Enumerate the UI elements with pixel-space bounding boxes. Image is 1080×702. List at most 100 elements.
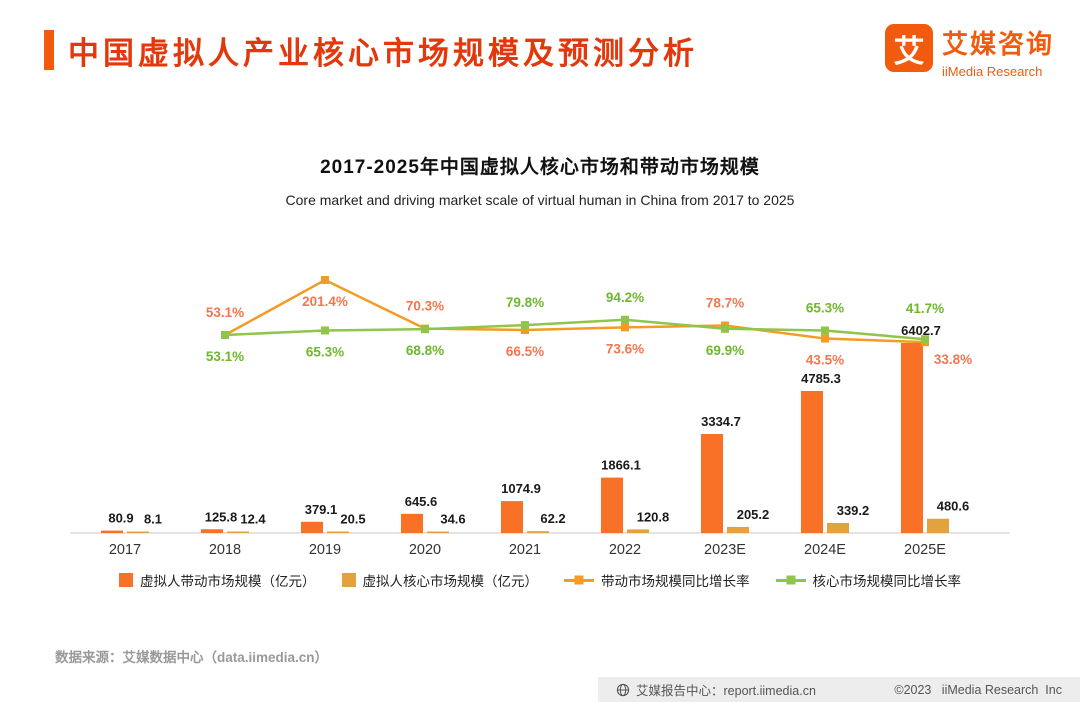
legend-item-driving-bar: 虚拟人带动市场规模（亿元） (119, 570, 316, 590)
growth-rate-label: 70.3% (406, 299, 444, 314)
x-axis-label: 2025E (904, 542, 946, 558)
line-marker (421, 325, 429, 334)
bar-value-label: 6402.7 (901, 323, 941, 338)
growth-rate-label: 69.9% (706, 343, 744, 358)
bar-value-label: 20.5 (340, 512, 365, 527)
growth-rate-label: 65.3% (806, 300, 844, 315)
x-axis-label: 2020 (409, 542, 441, 558)
bar-value-label: 62.2 (540, 511, 565, 526)
driving-market-bar (501, 501, 523, 533)
line-marker (321, 275, 329, 284)
bar-value-label: 1074.9 (501, 481, 541, 496)
chart-legend: 虚拟人带动市场规模（亿元） 虚拟人核心市场规模（亿元） 带动市场规模同比增长率 … (0, 570, 1080, 590)
driving-bar-swatch (119, 573, 133, 587)
bar-value-label: 34.6 (440, 512, 465, 527)
globe-icon (616, 683, 630, 696)
core-market-bar (327, 531, 349, 533)
line-marker (521, 321, 529, 330)
bar-value-label: 12.4 (240, 512, 266, 527)
core-market-bar (227, 531, 249, 533)
driving-growth-line (224, 278, 926, 344)
core-market-bar (827, 522, 849, 533)
driving-growth-swatch (564, 575, 594, 585)
data-source-note: 数据来源：艾媒数据中心（data.iimedia.cn） (55, 650, 329, 665)
core-growth-line (224, 318, 926, 341)
bar-value-label: 480.6 (937, 499, 970, 514)
x-axis-label: 2024E (804, 542, 846, 558)
logo-name: 艾媒咨询 (941, 29, 1054, 59)
legend-item-core-growth: 核心市场规模同比增长率 (775, 570, 962, 590)
legend-item-core-bar: 虚拟人核心市场规模（亿元） (341, 570, 539, 590)
growth-rate-label: 43.5% (806, 353, 844, 368)
x-axis-label: 2017 (109, 542, 141, 558)
chart-canvas: 80.9 125.8 379.1 645.6 1074.9 1866.1 3334.7 478… (70, 275, 1010, 558)
core-market-bar (527, 531, 549, 533)
bar-value-label: 645.6 (405, 494, 438, 509)
market-scale-chart: 80.9 125.8 379.1 645.6 1074.9 1866.1 3334.7 478… (40, 228, 1040, 568)
line-marker (921, 335, 929, 344)
legend-item-driving-growth: 带动市场规模同比增长率 (564, 570, 750, 590)
line-marker (821, 326, 829, 335)
driving-market-bar (301, 521, 323, 533)
line-marker (821, 334, 829, 343)
x-axis-label: 2023E (704, 542, 746, 558)
title-accent-bar (44, 30, 54, 70)
growth-rate-label: 66.5% (506, 344, 544, 359)
page-title: 中国虚拟人产业核心市场规模及预测分析 (68, 36, 698, 71)
chart-title: 2017-2025年中国虚拟人核心市场和带动市场规模 (320, 157, 760, 178)
line-marker (621, 315, 629, 324)
growth-rate-label: 201.4% (302, 294, 348, 309)
line-marker (221, 330, 229, 339)
iimedia-logo-icon: 艾 (884, 24, 933, 72)
legend-label: 核心市场规模同比增长率 (812, 574, 962, 589)
growth-rate-label: 53.1% (206, 305, 244, 320)
core-market-bar (627, 529, 649, 533)
bar-value-label: 80.9 (108, 511, 133, 526)
line-marker (521, 326, 529, 335)
driving-market-bar (701, 434, 723, 533)
core-bar-swatch (341, 573, 356, 587)
bar-value-label: 3334.7 (701, 414, 741, 429)
core-market-bar (127, 531, 149, 533)
line-marker (621, 323, 629, 332)
growth-rate-label: 41.7% (906, 301, 944, 316)
growth-rate-label: 94.2% (606, 290, 644, 305)
legend-label: 虚拟人核心市场规模（亿元） (362, 574, 539, 589)
legend-label: 带动市场规模同比增长率 (601, 574, 750, 589)
iimedia-logo: 艾 艾媒咨询 iiMedia Research (884, 24, 1054, 79)
driving-market-bar (201, 529, 223, 533)
logo-text: 艾媒咨询 iiMedia Research (942, 24, 1054, 79)
bar-value-label: 8.1 (144, 512, 162, 527)
line-marker (321, 326, 329, 335)
logo-subtitle: iiMedia Research (941, 64, 1043, 79)
bar-value-label: 205.2 (737, 507, 770, 522)
driving-market-bar (601, 477, 623, 533)
x-axis-label: 2022 (609, 542, 641, 558)
core-market-bar (927, 518, 949, 533)
core-market-bar (427, 531, 449, 533)
bar-value-label: 120.8 (637, 509, 670, 524)
growth-rate-label: 68.8% (406, 343, 444, 358)
core-market-bar (727, 526, 749, 533)
x-axis-label: 2018 (209, 542, 241, 558)
growth-rate-label: 79.8% (506, 295, 544, 310)
footer-report-center: 艾媒报告中心：report.iimedia.cn (616, 680, 894, 699)
growth-rate-label: 33.8% (934, 352, 972, 367)
bar-value-label: 379.1 (305, 502, 338, 517)
bar-value-label: 4785.3 (801, 371, 841, 386)
x-axis-label: 2021 (509, 542, 541, 558)
driving-market-bar (901, 343, 923, 533)
growth-rate-label: 65.3% (306, 344, 344, 359)
legend-label: 虚拟人带动市场规模（亿元） (140, 574, 316, 589)
driving-market-bar (801, 390, 823, 533)
line-marker (721, 324, 729, 333)
bar-value-label: 1866.1 (601, 458, 641, 473)
chart-subtitle: Core market and driving market scale of … (285, 192, 795, 208)
x-axis-label: 2019 (309, 542, 341, 558)
driving-market-bar (101, 530, 123, 533)
copyright-text: ©2023 iiMedia Research Inc (894, 682, 1062, 697)
growth-rate-label: 78.7% (706, 296, 744, 311)
core-growth-swatch (775, 575, 806, 585)
driving-market-bar (401, 513, 423, 533)
